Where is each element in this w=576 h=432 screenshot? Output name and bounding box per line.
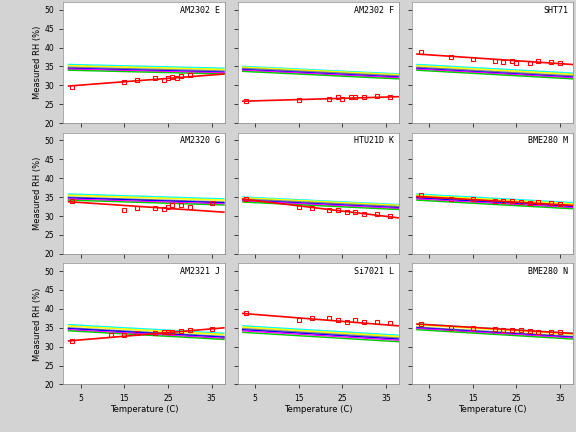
Text: BME280 M: BME280 M [528,137,569,146]
X-axis label: Temperature (C): Temperature (C) [110,405,178,414]
X-axis label: Temperature (C): Temperature (C) [284,405,353,414]
Text: AM2321 J: AM2321 J [180,267,220,276]
Text: AM2302 F: AM2302 F [354,6,394,15]
X-axis label: Temperature (C): Temperature (C) [458,405,526,414]
Text: HTU21D K: HTU21D K [354,137,394,146]
Y-axis label: Measured RH (%): Measured RH (%) [33,26,42,99]
Y-axis label: Measured RH (%): Measured RH (%) [33,287,42,361]
Text: Si7021 L: Si7021 L [354,267,394,276]
Text: SHT71: SHT71 [543,6,569,15]
Text: AM2302 E: AM2302 E [180,6,220,15]
Y-axis label: Measured RH (%): Measured RH (%) [33,157,42,230]
Text: AM2320 G: AM2320 G [180,137,220,146]
Text: BME280 N: BME280 N [528,267,569,276]
